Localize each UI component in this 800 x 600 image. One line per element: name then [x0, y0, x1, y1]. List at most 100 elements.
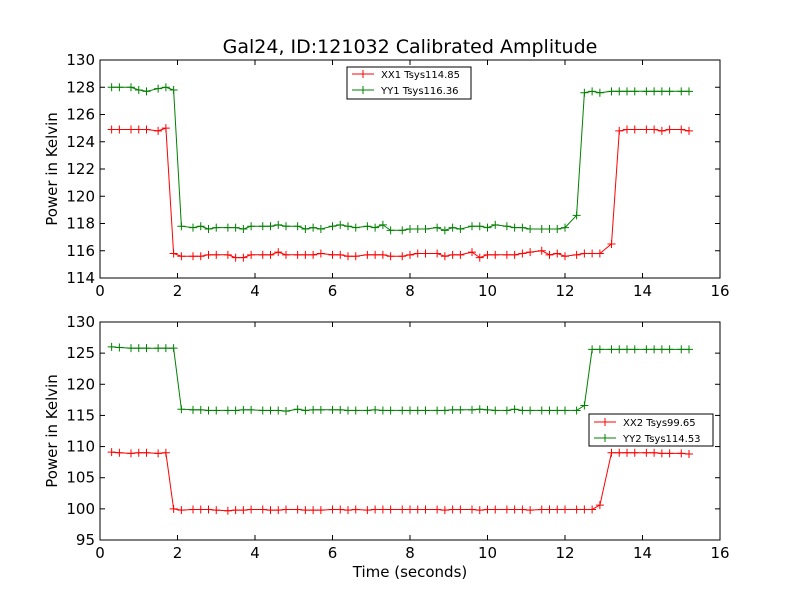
top-series-1-point [448, 250, 457, 259]
top-series-2-point [293, 222, 302, 231]
bottom-series-2-point [433, 406, 442, 415]
top-series-1-point [491, 250, 500, 259]
top-series-1-point [561, 252, 569, 261]
bottom-x-tick-label: 2 [173, 544, 183, 562]
top-series-2-point [223, 223, 232, 232]
top-series-2-point [642, 87, 651, 96]
top-series-2-point [363, 222, 372, 231]
top-x-tick-label: 4 [250, 282, 260, 300]
top-series-1-point [336, 250, 345, 259]
legend-label-xx2: XX2 Tsys99.65 [623, 418, 696, 429]
top-series-2-point [266, 222, 275, 231]
top-y-tick-label: 116 [66, 242, 95, 260]
bottom-series-1-point [657, 449, 666, 458]
top-series-1-point [580, 249, 589, 258]
top-series-2-point [212, 223, 221, 232]
bottom-series-2-point [607, 345, 616, 354]
bottom-legend: XX2 Tsys99.65 YY2 Tsys114.53 [588, 413, 714, 447]
top-series-1-point [247, 250, 256, 259]
bottom-series-1-point [351, 505, 360, 514]
bottom-series-2-point [142, 344, 151, 353]
bottom-series-2-point [328, 405, 337, 414]
top-series-2-point [169, 85, 178, 94]
bottom-series-2-point [398, 406, 407, 415]
top-series-2-point [440, 226, 449, 235]
top-series-1-point [440, 252, 449, 261]
top-series-1-point [301, 250, 310, 259]
bottom-series-2-point [518, 406, 527, 415]
bottom-series-2-point [301, 406, 310, 415]
top-x-ticks: 0 2 4 6 8 10 12 14 16 [95, 60, 730, 300]
bottom-series-2-point [169, 344, 178, 353]
chart-title: Gal24, ID:121032 Calibrated Amplitude [223, 36, 598, 58]
bottom-x-tick-label: 6 [328, 544, 338, 562]
bottom-series-1-point [483, 505, 492, 514]
bottom-series-1-point [572, 505, 581, 514]
top-series-2-point [561, 223, 569, 232]
bottom-series-2-point [491, 406, 500, 415]
bottom-series-2-point [239, 405, 248, 414]
bottom-series-1-point [475, 506, 484, 515]
top-y-ticks: 114 116 118 120 122 124 126 128 130 [66, 51, 720, 287]
top-series-1-point [615, 126, 624, 135]
top-series-2-point [231, 223, 240, 232]
bottom-series-1-point [154, 449, 163, 458]
bottom-series-1-point [491, 505, 500, 514]
top-series-1-point [650, 125, 659, 134]
top-series-2-point [518, 223, 527, 232]
bottom-y-tick-label: 95 [76, 531, 95, 549]
top-series-2-point [526, 224, 535, 233]
legend-label-xx1: XX1 Tsys114.85 [381, 70, 460, 81]
top-series-1-point [266, 250, 275, 259]
bottom-series-1-point [115, 448, 124, 457]
top-y-tick-label: 126 [66, 106, 95, 124]
bottom-series-1-point [526, 506, 535, 515]
top-series-1-point [537, 246, 546, 255]
bottom-series-1-point [204, 505, 213, 514]
bottom-series-2-point [623, 345, 631, 354]
bottom-series-2-point [595, 345, 604, 354]
bottom-series-1-point [127, 449, 135, 458]
top-series-1-point [406, 250, 414, 259]
bottom-series-1-point [177, 506, 186, 515]
x-axis-label: Time (seconds) [352, 563, 468, 581]
bottom-series-1-point [107, 448, 116, 457]
bottom-series-1-point [223, 506, 232, 515]
bottom-series-2-point [440, 406, 449, 415]
top-series-1-point [475, 253, 484, 262]
bottom-series-1-point [468, 505, 476, 514]
top-series-2-point [510, 223, 519, 232]
bottom-series-1-point [537, 505, 546, 514]
top-series-1-point [196, 252, 205, 261]
top-series-2-point [623, 87, 631, 96]
top-series-1-point [293, 250, 302, 259]
bottom-series-2-point [223, 406, 232, 415]
top-series-1-point [642, 125, 651, 134]
bottom-y-tick-label: 105 [66, 469, 95, 487]
top-series-1-point [665, 125, 674, 134]
bottom-y-axis-label: Power in Kelvin [43, 374, 61, 488]
bottom-series-2-point [386, 406, 395, 415]
bottom-series-1-point [293, 505, 302, 514]
bottom-y-tick-label: 115 [66, 406, 95, 424]
bottom-series-1-point [561, 505, 569, 514]
bottom-series-2-point [526, 406, 535, 415]
legend-label-yy2: YY2 Tsys114.53 [622, 434, 701, 445]
bottom-series-2-point [553, 406, 562, 415]
top-series-2-point [301, 224, 310, 233]
top-series-2-point [351, 223, 360, 232]
bottom-x-tick-label: 12 [555, 544, 574, 562]
bottom-series-1-point [502, 505, 511, 514]
bottom-series-2-point [406, 406, 414, 415]
bottom-series-2-point [161, 344, 170, 353]
top-series-2-point [258, 222, 267, 231]
top-series-1-point [607, 239, 616, 248]
bottom-series-2-point [537, 406, 546, 415]
top-series-2-point [115, 83, 124, 92]
bottom-series-1-point [231, 506, 240, 515]
top-series-1-point [386, 252, 395, 261]
top-legend-entry-yy1: YY1 Tsys116.36 [352, 86, 459, 97]
top-y-tick-label: 120 [66, 187, 95, 205]
top-series-2-point [448, 223, 457, 232]
